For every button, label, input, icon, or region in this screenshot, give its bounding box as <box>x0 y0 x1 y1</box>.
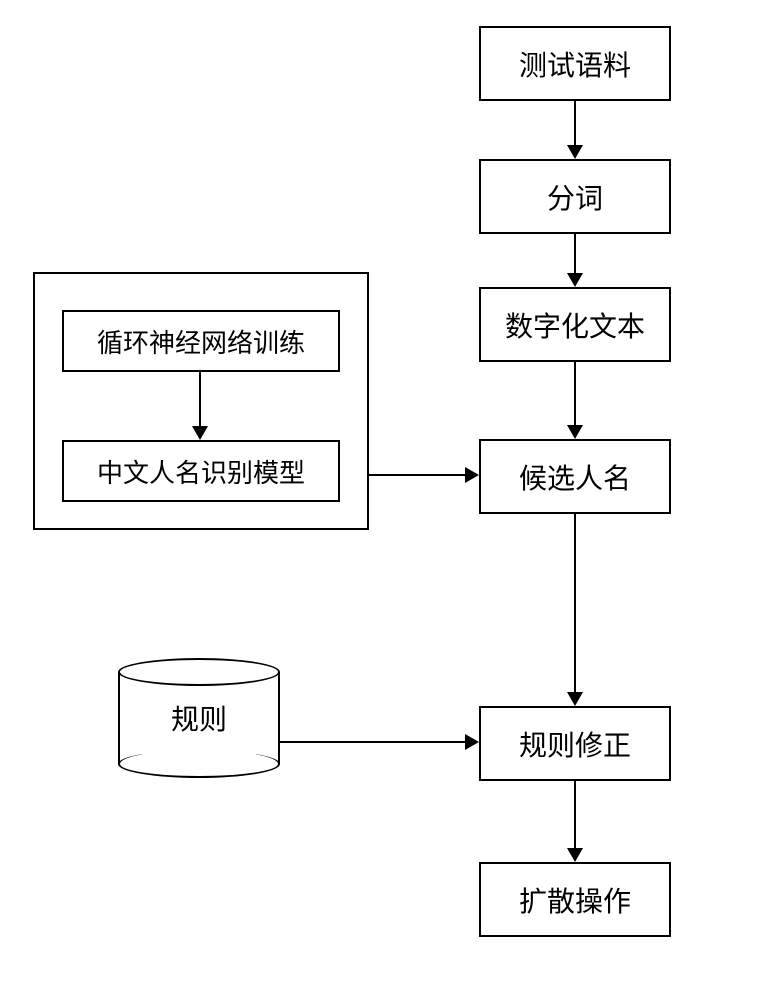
test-corpus-label: 测试语料 <box>519 44 631 84</box>
arrow-v3-head <box>567 425 583 439</box>
digitized-text-box: 数字化文本 <box>479 287 671 362</box>
arrow-inner-line <box>199 372 201 426</box>
arrow-h2-head <box>465 734 479 750</box>
arrow-v4-line <box>574 514 576 692</box>
arrow-v1-line <box>574 101 576 145</box>
rnn-training-box: 循环神经网络训练 <box>62 310 340 372</box>
rules-label: 规则 <box>171 698 227 738</box>
arrow-h1-head <box>465 467 479 483</box>
cylinder-label-wrap: 规则 <box>118 686 280 750</box>
diffusion-box: 扩散操作 <box>479 862 671 937</box>
arrow-v2-head <box>567 273 583 287</box>
arrow-v2-line <box>574 234 576 273</box>
arrow-h2-line <box>280 741 465 743</box>
diffusion-label: 扩散操作 <box>519 880 631 920</box>
rule-correction-label: 规则修正 <box>519 724 631 764</box>
arrow-v3-line <box>574 362 576 425</box>
cylinder-bottom <box>118 750 280 778</box>
cylinder-top <box>118 658 280 686</box>
rnn-training-label: 循环神经网络训练 <box>97 323 305 360</box>
arrow-v5-head <box>567 848 583 862</box>
segmentation-box: 分词 <box>479 159 671 234</box>
rule-correction-box: 规则修正 <box>479 706 671 781</box>
candidate-names-label: 候选人名 <box>519 457 631 497</box>
arrow-v4-head <box>567 692 583 706</box>
name-model-label: 中文人名识别模型 <box>97 453 305 490</box>
segmentation-label: 分词 <box>547 177 603 217</box>
rules-cylinder: 规则 <box>118 658 280 778</box>
digitized-text-label: 数字化文本 <box>505 305 645 345</box>
name-model-box: 中文人名识别模型 <box>62 440 340 502</box>
arrow-h1-line <box>369 474 465 476</box>
arrow-v5-line <box>574 781 576 848</box>
arrow-v1-head <box>567 145 583 159</box>
arrow-inner-head <box>192 426 208 440</box>
candidate-names-box: 候选人名 <box>479 439 671 514</box>
test-corpus-box: 测试语料 <box>479 26 671 101</box>
